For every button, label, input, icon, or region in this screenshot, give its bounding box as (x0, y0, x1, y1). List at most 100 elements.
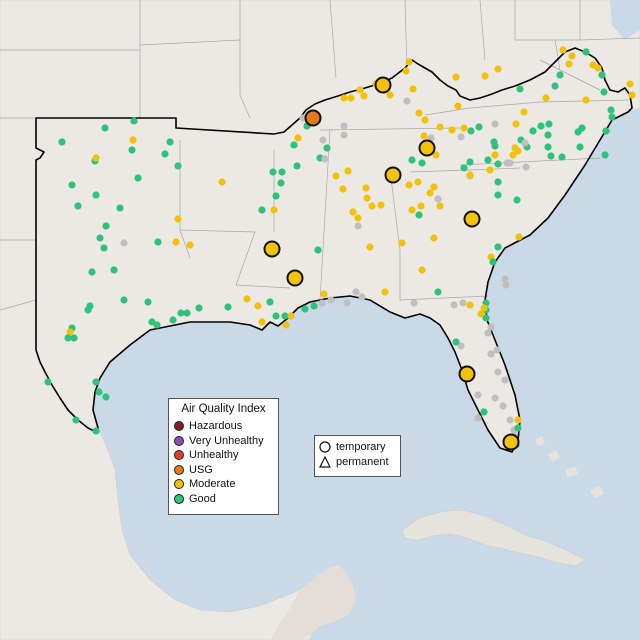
monitor-dot-26 (120, 296, 128, 304)
monitor-dot-111 (460, 124, 468, 132)
legend-item-moderate: Moderate (169, 477, 278, 492)
monitor-dot-219 (514, 147, 522, 155)
monitor-dot-65 (278, 168, 286, 176)
monitor-dot-121 (417, 202, 425, 210)
monitor-dot-192 (506, 416, 514, 424)
monitor-dot-191 (499, 402, 507, 410)
monitor-dot-86 (354, 214, 362, 222)
monitor-dot-180 (457, 342, 465, 350)
monitor-dot-189 (474, 414, 482, 422)
monitor-dot-81 (340, 131, 348, 139)
monitor-dot-97 (360, 92, 368, 100)
type-label-temporary: temporary (336, 440, 386, 453)
monitor-dot-195 (514, 416, 522, 424)
legend-label: Moderate (189, 478, 236, 491)
monitor-dot-116 (414, 178, 422, 186)
monitor-dot-92 (377, 201, 385, 209)
monitor-dot-78 (314, 246, 322, 254)
type-item-temporary: temporary (315, 439, 400, 454)
temporary-monitor-0 (304, 109, 322, 127)
monitor-dot-25 (110, 266, 118, 274)
monitor-dot-157 (529, 127, 537, 135)
monitor-dot-32 (64, 334, 72, 342)
monitor-dot-140 (494, 178, 502, 186)
type-item-permanent: permanent (315, 454, 400, 469)
monitor-dot-125 (430, 234, 438, 242)
monitor-dot-129 (475, 123, 483, 131)
aqi-legend: Air Quality Index Hazardous Very Unhealt… (168, 398, 279, 515)
monitor-dot-163 (494, 243, 502, 251)
temporary-monitor-3 (384, 166, 402, 184)
monitor-dot-71 (290, 141, 298, 149)
legend-item-usg: USG (169, 463, 278, 478)
monitor-dot-133 (491, 151, 499, 159)
monitor-dot-144 (509, 151, 517, 159)
monitor-dot-162 (515, 233, 523, 241)
monitor-dot-156 (545, 120, 553, 128)
monitor-dot-214 (516, 85, 524, 93)
monitor-dot-167 (502, 281, 510, 289)
monitor-dot-210 (568, 52, 576, 60)
monitor-dot-109 (436, 123, 444, 131)
monitor-dot-79 (332, 172, 340, 180)
monitor-dot-10 (92, 191, 100, 199)
monitor-dot-126 (418, 266, 426, 274)
monitor-dot-83 (344, 167, 352, 175)
monitor-dot-105 (403, 97, 411, 105)
monitor-dot-181 (452, 338, 460, 346)
monitor-dot-159 (491, 120, 499, 128)
monitor-dot-147 (544, 143, 552, 151)
monitor-dot-5 (128, 146, 136, 154)
triangle-icon (319, 455, 331, 468)
monitor-dot-43 (266, 298, 274, 306)
monitor-dot-119 (426, 189, 434, 197)
monitor-dot-190 (491, 394, 499, 402)
monitor-dot-136 (466, 171, 474, 179)
monitor-dot-13 (218, 178, 226, 186)
monitor-dot-50 (310, 302, 318, 310)
monitor-dot-138 (494, 160, 502, 168)
monitor-dot-120 (434, 195, 442, 203)
monitor-dot-107 (421, 116, 429, 124)
monitor-dot-59 (92, 378, 100, 386)
monitor-dot-96 (356, 86, 364, 94)
circle-icon (319, 440, 331, 453)
monitor-dot-29 (84, 306, 92, 314)
monitor-dot-51 (318, 299, 326, 307)
type-label-permanent: permanent (336, 455, 389, 468)
land-yucatan (270, 566, 356, 640)
monitor-dot-212 (481, 72, 489, 80)
monitor-dot-114 (408, 156, 416, 164)
monitor-dots (44, 46, 636, 449)
temporary-monitor-8 (502, 433, 520, 451)
legend-label: Unhealthy (189, 449, 239, 462)
very-unhealthy-swatch (174, 435, 184, 446)
monitor-dot-168 (434, 288, 442, 296)
monitor-dot-35 (153, 321, 161, 329)
monitor-dot-94 (340, 94, 348, 102)
temporary-monitor-5 (263, 240, 281, 258)
good-swatch (174, 493, 184, 504)
monitor-dot-38 (195, 304, 203, 312)
monitor-dot-176 (480, 304, 488, 312)
monitor-dot-131 (491, 142, 499, 150)
monitor-dot-198 (556, 71, 564, 79)
monitor-dot-42 (254, 302, 262, 310)
monitor-dot-40 (224, 303, 232, 311)
monitor-dot-44 (272, 312, 280, 320)
monitor-dot-118 (430, 183, 438, 191)
lake-fragment (610, 0, 640, 40)
monitor-dot-106 (415, 109, 423, 117)
monitor-dot-179 (484, 329, 492, 337)
monitor-dot-205 (582, 96, 590, 104)
monitor-dot-58 (44, 378, 52, 386)
monitor-dot-200 (582, 48, 590, 56)
monitor-dot-182 (487, 350, 495, 358)
monitor-dot-70 (293, 162, 301, 170)
monitor-dot-101 (405, 58, 413, 66)
monitor-dot-186 (501, 376, 509, 384)
monitor-dot-9 (68, 181, 76, 189)
monitor-dot-0 (58, 138, 66, 146)
monitor-dot-171 (459, 299, 467, 307)
